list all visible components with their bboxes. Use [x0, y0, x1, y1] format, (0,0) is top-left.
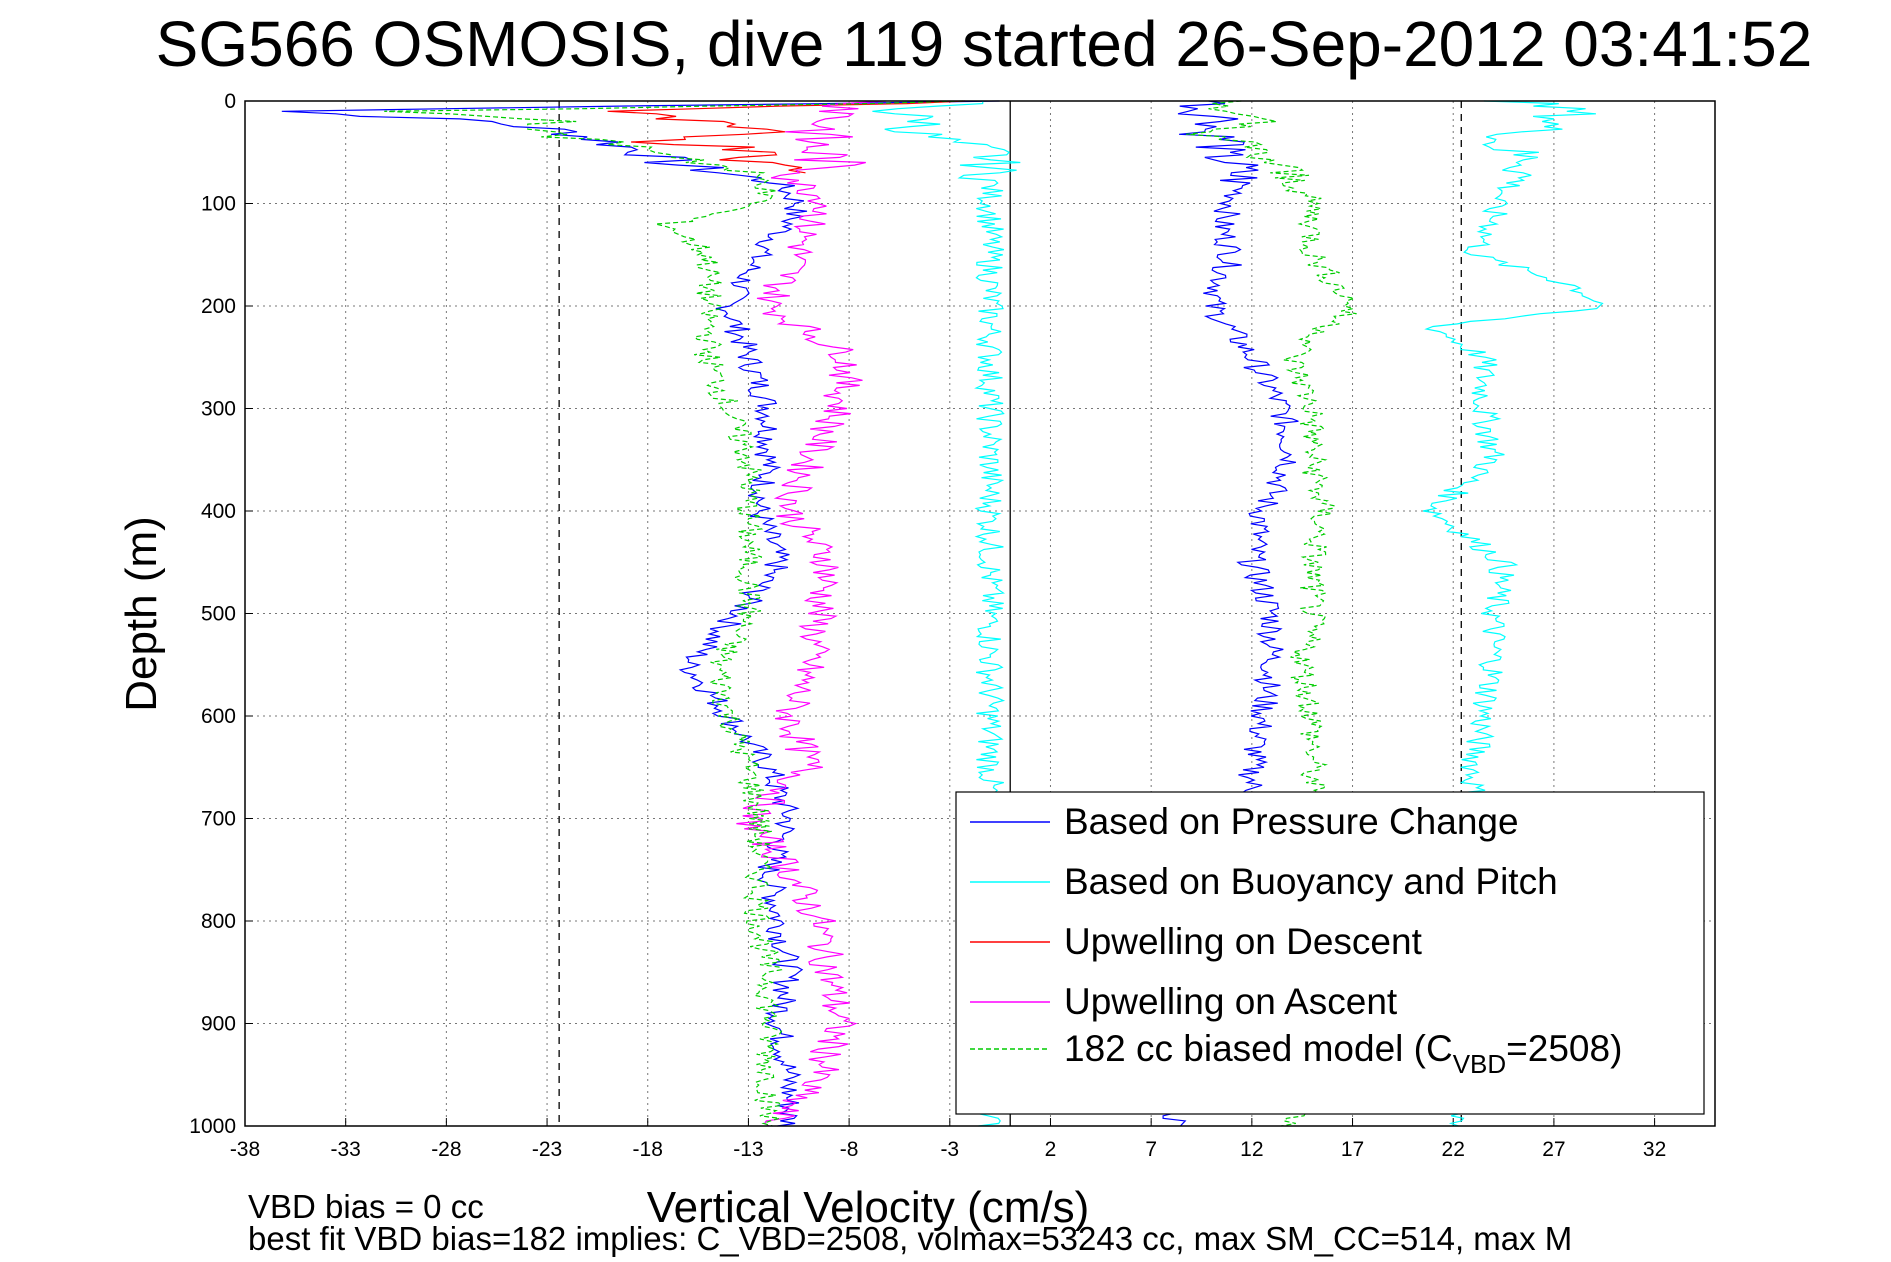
y-tick-label: 300	[201, 398, 236, 421]
y-tick-labels: 0 100 200 300 400 500 600 700 800 900 1000	[189, 90, 236, 1138]
chart-title: SG566 OSMOSIS, dive 119 started 26-Sep-2…	[156, 8, 1813, 80]
x-tick-label: -23	[532, 1138, 562, 1161]
legend-label: Upwelling on Ascent	[1064, 981, 1398, 1022]
x-tick-label: -38	[230, 1138, 260, 1161]
y-tick-label: 900	[201, 1013, 236, 1036]
legend-label: Based on Buoyancy and Pitch	[1064, 861, 1558, 902]
based-on-pressure-change-descent-trace	[281, 100, 1000, 1127]
footer-line-1: VBD bias = 0 cc	[248, 1188, 484, 1225]
legend-label-tail: =2508)	[1506, 1028, 1622, 1069]
x-tick-label: -33	[331, 1138, 361, 1161]
x-tick-label: 17	[1341, 1138, 1364, 1161]
x-axis-label: Vertical Velocity (cm/s)	[647, 1183, 1090, 1232]
y-tick-label: 1000	[189, 1115, 236, 1138]
x-tick-label: 22	[1442, 1138, 1465, 1161]
x-tick-label: -3	[940, 1138, 959, 1161]
x-tick-label: -28	[431, 1138, 461, 1161]
legend-box	[955, 791, 1705, 1115]
y-tick-label: 0	[224, 90, 236, 113]
182-cc-biased-model-c-vbd-2508-descent-trace	[384, 100, 964, 1127]
x-tick-label: -8	[840, 1138, 859, 1161]
upwelling-on-ascent-trace	[736, 100, 886, 1127]
legend-label: 182 cc biased model (CVBD=2508)	[1064, 1028, 1622, 1079]
legend-label-subscript: VBD	[1453, 1049, 1506, 1079]
y-tick-label: 800	[201, 910, 236, 933]
x-tick-label: 2	[1045, 1138, 1057, 1161]
y-tick-label: 400	[201, 500, 236, 523]
x-tick-label: -13	[733, 1138, 763, 1161]
upwelling-on-descent-trace	[607, 100, 966, 174]
plot-frame	[244, 100, 1716, 1127]
y-tick-label: 700	[201, 808, 236, 831]
x-tick-label: 32	[1643, 1138, 1666, 1161]
y-tick-label: 200	[201, 295, 236, 318]
legend-label: Upwelling on Descent	[1064, 921, 1423, 962]
x-tick-label: 27	[1542, 1138, 1565, 1161]
legend-label-main: 182 cc biased model (C	[1064, 1028, 1453, 1069]
legend: Based on Pressure Change Based on Buoyanc…	[955, 791, 1705, 1115]
y-axis-label: Depth (m)	[117, 516, 166, 712]
y-tick-label: 100	[201, 193, 236, 216]
x-tick-label: 7	[1145, 1138, 1157, 1161]
y-tick-label: 500	[201, 603, 236, 626]
182-cc-biased-model-c-vbd-2508-ascent-trace	[1186, 100, 1357, 1127]
x-tick-label: -18	[633, 1138, 663, 1161]
x-tick-labels: -38 -33 -28 -23 -18 -13 -8 -3 2 7 12 17 22 27 32	[230, 1138, 1666, 1161]
legend-label: Based on Pressure Change	[1064, 801, 1519, 842]
y-tick-label: 600	[201, 705, 236, 728]
footer-line-2: best fit VBD bias=182 implies: C_VBD=250…	[248, 1220, 1572, 1257]
x-tick-label: 12	[1240, 1138, 1263, 1161]
